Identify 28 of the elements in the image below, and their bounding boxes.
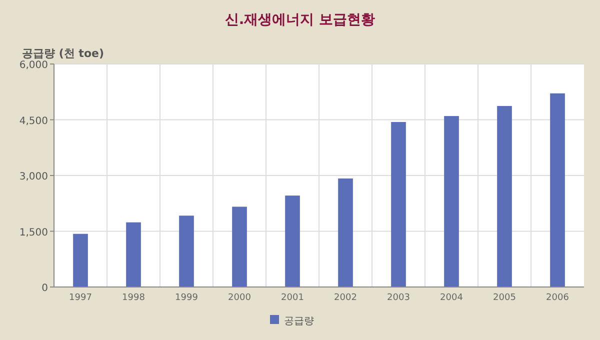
bar [391,122,406,287]
bar [73,234,88,287]
x-tick-label: 2002 [334,293,357,303]
x-tick-label: 2006 [546,293,570,303]
y-tick-label: 1,500 [19,227,48,238]
bar [232,206,247,287]
chart-title: 신.재생에너지 보급현황 [224,12,376,28]
y-tick-label: 0 [42,283,48,294]
x-tick-label: 2001 [281,293,304,303]
y-tick-label: 4,500 [19,116,48,127]
bar [285,196,300,287]
x-tick-label: 1998 [122,293,146,303]
legend-label: 공급량 [284,316,314,327]
x-tick-label: 2003 [387,293,410,303]
x-tick-label: 2005 [493,293,516,303]
y-axis-title: 공급량 (천 toe) [22,47,104,60]
bar [338,178,353,287]
bar [550,93,565,287]
bar [126,222,141,287]
x-tick-label: 1999 [175,293,198,303]
y-tick-label: 3,000 [19,172,48,182]
x-tick-label: 1997 [69,293,92,303]
bar [179,216,194,287]
bar [444,116,459,287]
x-tick-label: 2004 [440,293,464,303]
y-tick-label: 6,000 [19,60,48,71]
x-tick-label: 2000 [228,293,252,303]
bar [497,106,512,287]
